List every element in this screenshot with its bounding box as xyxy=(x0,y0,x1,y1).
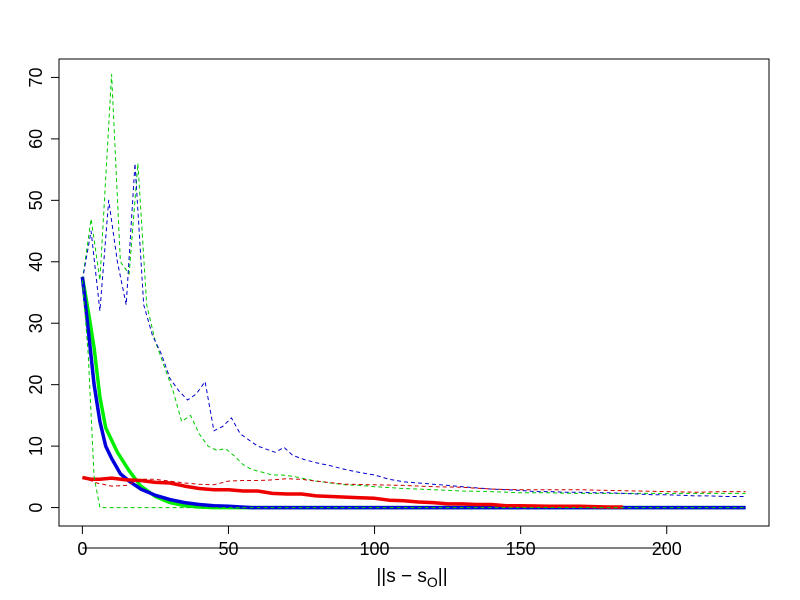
x-tick-label: 100 xyxy=(360,539,390,559)
y-tick-label: 20 xyxy=(26,375,46,395)
y-tick-label: 30 xyxy=(26,313,46,333)
x-axis-title: ||s − sO|| xyxy=(376,566,447,590)
y-tick-label: 70 xyxy=(26,67,46,87)
series-line-2 xyxy=(80,276,746,510)
series-line-1 xyxy=(80,276,746,510)
x-tick-label: 50 xyxy=(218,539,238,559)
series-layer xyxy=(80,73,746,510)
y-tick-label: 50 xyxy=(26,190,46,210)
plot-frame xyxy=(58,58,770,527)
y-tick-label: 40 xyxy=(26,252,46,272)
x-tick-label: 150 xyxy=(506,539,536,559)
x-tick-label: 0 xyxy=(77,539,87,559)
y-tick-label: 10 xyxy=(26,436,46,456)
series-line-6 xyxy=(81,163,746,497)
y-tick-label: 0 xyxy=(26,503,46,513)
x-tick-label: 200 xyxy=(652,539,682,559)
series-line-4 xyxy=(81,73,746,494)
series-line-3 xyxy=(82,475,623,509)
y-tick-label: 60 xyxy=(26,129,46,149)
series-line-5 xyxy=(81,280,746,509)
series-line-7 xyxy=(82,477,746,493)
